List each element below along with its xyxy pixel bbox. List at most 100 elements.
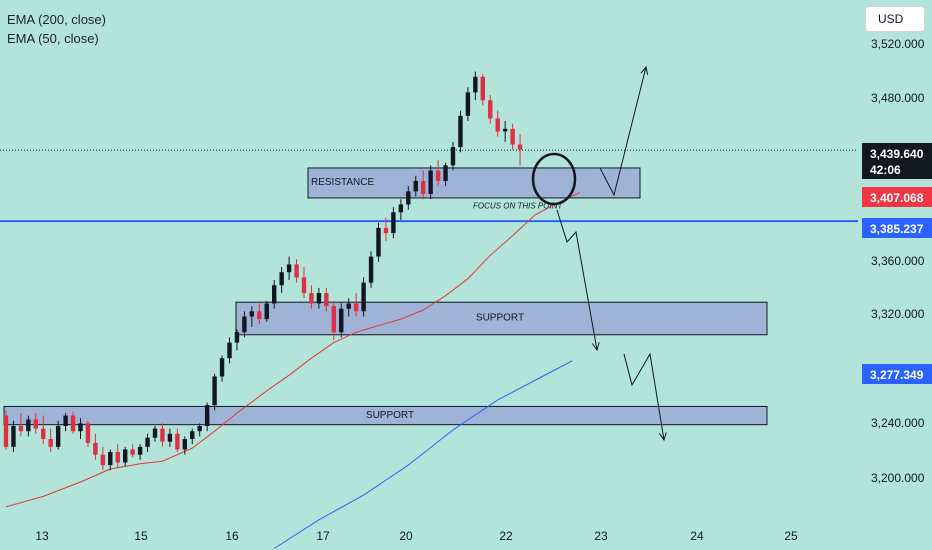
candle [316,293,322,304]
badges-layer: 3,439.640 42:06 3,407.068 3,385.237 3,277.34… [862,143,932,384]
candle [242,316,247,333]
candle [48,439,53,447]
candle [115,452,120,463]
y-tick-label: 3,360.000 [871,254,925,268]
candle [421,180,426,195]
candle [167,433,173,442]
candle [495,118,500,132]
candle [249,311,255,317]
candle [100,454,106,466]
candle [286,264,292,273]
x-tick-label: 20 [399,529,413,543]
ema200-line [273,360,573,549]
candle [517,144,523,150]
bearish-arrow-2 [623,352,665,441]
candle [85,423,91,443]
candle [175,433,180,450]
candle [398,204,404,213]
candle [26,419,31,432]
focus-note: FOCUS ON THIS POINT [473,201,563,210]
y-tick-label: 3,520.000 [871,37,925,51]
candle [279,272,284,286]
candle [324,293,329,307]
candle [368,256,374,283]
last-price-badge-text: 3,439.640 [870,147,924,161]
candle [93,442,98,455]
candle [78,423,83,432]
candle [130,449,135,455]
candle [33,419,38,429]
candle [488,100,493,119]
candle [70,415,76,432]
candle [41,428,46,440]
candle [383,227,389,234]
candle [108,452,113,466]
candle [473,76,478,93]
drawings-layer [531,65,667,442]
y-tick-label: 3,240.000 [871,416,925,430]
candle [264,303,269,320]
candle [212,376,217,406]
candle [294,264,299,278]
candle [234,332,240,343]
candle [219,358,225,377]
candle [272,285,277,304]
candle [480,76,485,101]
candle [353,303,359,312]
axis-layer: 13 15 16 17 20 22 23 24 25 3,520.000 3,480.000 3,36… [35,37,924,543]
candle [458,115,463,148]
x-tick-label: 22 [499,529,513,543]
zone-resistance [307,167,641,199]
y-tick-label: 3,480.000 [871,91,925,105]
x-tick-label: 24 [690,529,704,543]
currency-button[interactable]: USD [865,6,925,32]
last-price-badge-text: 42:06 [870,163,901,177]
bearish-arrow-2-head [658,432,667,442]
candle [160,428,165,442]
candle [465,92,471,116]
candle [510,128,515,145]
candle [190,431,195,440]
candle [406,191,411,205]
candle [123,449,128,463]
candle [182,439,187,450]
candle [152,428,158,438]
candle [63,415,68,426]
ema200-badge-text: 3,277.349 [870,368,924,382]
x-tick-label: 15 [134,529,148,543]
ema50-badge [862,187,932,207]
candle [435,170,441,181]
candle [3,415,9,447]
x-tick-label: 13 [35,529,49,543]
candle [137,446,143,455]
candle [257,311,262,320]
ema-layer [5,192,580,549]
candle [376,227,381,257]
resistance-label: RESISTANCE [311,177,374,188]
legend-ema50[interactable]: EMA (50, close) [7,31,99,46]
last-price-badge [862,143,932,179]
x-tick-label: 17 [316,529,330,543]
level-badge [862,218,932,238]
ema50-badge-text: 3,407.068 [870,191,924,205]
legend-ema200[interactable]: EMA (200, close) [7,12,106,27]
candle [227,342,232,359]
candle [331,306,336,333]
bullish-arrow [599,66,647,197]
candle [339,308,344,333]
support-lower-label: SUPPORT [366,410,414,421]
x-tick-label: 16 [225,529,239,543]
candle [145,437,150,447]
x-tick-label: 23 [594,529,608,543]
candle [391,212,396,234]
candle [443,165,448,181]
candle [197,425,202,432]
candle [502,128,508,132]
y-tick-label: 3,320.000 [871,307,925,321]
ema50-line [5,192,580,508]
candle [301,277,307,294]
candle [309,293,314,304]
support-upper-label: SUPPORT [476,312,524,323]
